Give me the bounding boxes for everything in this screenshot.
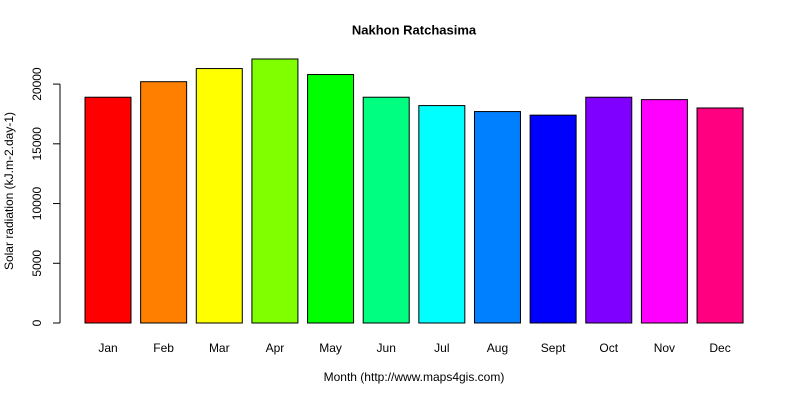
x-tick-label: Mar — [209, 341, 230, 355]
x-tick-label: Feb — [153, 341, 174, 355]
y-tick-label: 5000 — [30, 250, 44, 277]
chart-title: Nakhon Ratchasima — [352, 22, 477, 37]
x-tick-label: Sept — [541, 341, 566, 355]
x-tick-label: Dec — [709, 341, 730, 355]
x-tick-label: Aug — [487, 341, 508, 355]
y-tick-label: 0 — [30, 319, 44, 326]
x-tick-label: Jul — [434, 341, 449, 355]
y-axis-title: Solar radiation (kJ.m-2.day-1) — [2, 112, 16, 270]
bar — [696, 107, 744, 324]
y-tick-label: 10000 — [30, 187, 44, 221]
x-tick-label: Jan — [98, 341, 117, 355]
bar — [418, 105, 466, 324]
bar — [307, 74, 355, 324]
bar — [195, 68, 243, 324]
bar — [529, 114, 577, 324]
x-axis-title: Month (http://www.maps4gis.com) — [324, 370, 505, 384]
bar — [140, 81, 188, 324]
x-tick-label: Apr — [266, 341, 285, 355]
y-tick-label: 20000 — [30, 67, 44, 101]
bar — [585, 96, 633, 324]
bar — [84, 96, 132, 324]
bar — [473, 111, 521, 324]
x-tick-label: Jun — [377, 341, 396, 355]
bar — [251, 58, 299, 324]
x-tick-label: Nov — [654, 341, 675, 355]
x-tick-label: Oct — [599, 341, 618, 355]
x-tick-label: May — [319, 341, 342, 355]
bar — [640, 99, 688, 324]
y-tick-label: 15000 — [30, 127, 44, 161]
bar — [362, 96, 410, 324]
